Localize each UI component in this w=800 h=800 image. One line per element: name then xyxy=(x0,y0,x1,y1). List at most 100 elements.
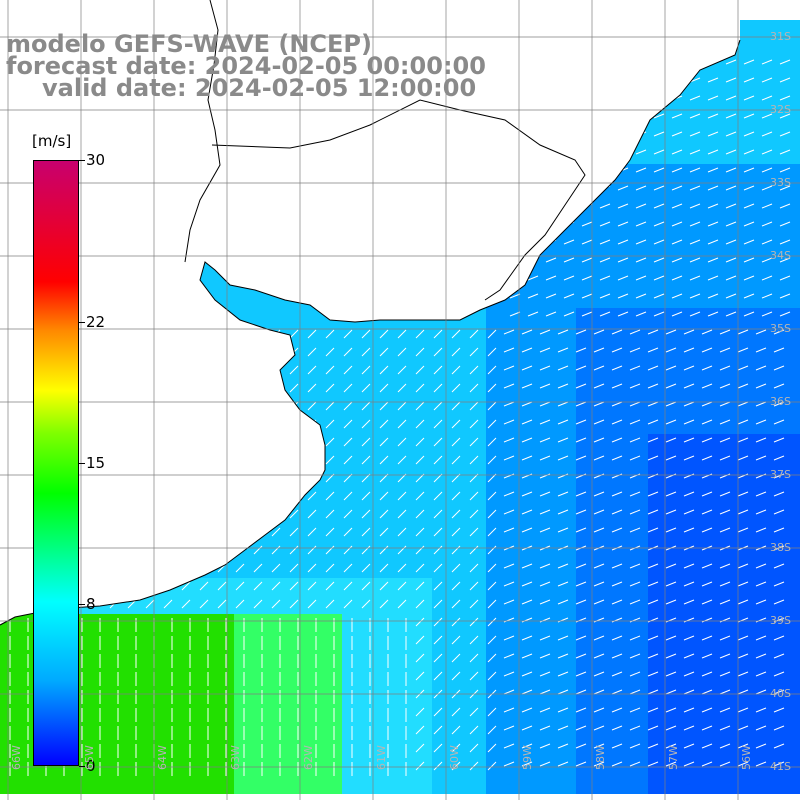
wind-arrow xyxy=(653,221,665,227)
wind-arrow xyxy=(779,293,791,299)
wind-arrow xyxy=(653,311,665,317)
model-title: modelo GEFS-WAVE (NCEP) xyxy=(6,30,372,58)
wind-arrow xyxy=(665,455,677,461)
wind-arrow xyxy=(773,689,785,695)
wind-arrow xyxy=(617,257,629,263)
wind-cell xyxy=(450,722,468,740)
wind-cell xyxy=(432,686,450,704)
wind-arrow xyxy=(761,293,773,299)
wind-arrow xyxy=(665,347,677,353)
wind-arrow xyxy=(737,527,749,533)
wind-arrow xyxy=(701,725,713,731)
wind-cell xyxy=(756,704,774,722)
wind-arrow xyxy=(755,635,767,641)
wind-arrow xyxy=(539,401,551,407)
wind-arrow xyxy=(521,383,533,389)
wind-arrow xyxy=(379,581,389,591)
wind-cell xyxy=(774,470,792,488)
wind-arrow xyxy=(611,635,623,641)
wind-arrow xyxy=(701,329,713,335)
wind-arrow xyxy=(235,599,245,609)
wind-arrow xyxy=(737,383,749,389)
wind-cell xyxy=(630,668,648,686)
wind-cell xyxy=(252,632,270,650)
wind-cell xyxy=(540,614,558,632)
wind-arrow xyxy=(451,743,461,753)
wind-arrow xyxy=(361,365,371,375)
wind-cell xyxy=(162,776,180,794)
wind-arrow xyxy=(725,59,737,65)
wind-cell xyxy=(684,470,702,488)
wind-cell xyxy=(774,56,792,74)
wind-arrow xyxy=(755,707,767,713)
wind-arrow xyxy=(629,527,641,533)
wind-cell xyxy=(450,470,468,488)
wind-cell xyxy=(558,542,576,560)
wind-arrow xyxy=(743,275,755,281)
wind-cell xyxy=(738,182,756,200)
wind-arrow xyxy=(689,221,701,227)
wind-cell xyxy=(720,146,738,164)
wind-arrow xyxy=(689,131,701,137)
wind-cell xyxy=(306,596,324,614)
wind-cell xyxy=(792,740,800,758)
wind-arrow xyxy=(665,509,677,515)
wind-arrow xyxy=(755,509,767,515)
wind-arrow xyxy=(773,365,785,371)
wind-cell xyxy=(666,308,684,326)
wind-cell xyxy=(450,362,468,380)
wind-arrow xyxy=(563,257,575,263)
wind-arrow xyxy=(415,329,425,339)
wind-cell xyxy=(396,686,414,704)
wind-cell xyxy=(558,452,576,470)
wind-cell xyxy=(774,344,792,362)
wind-arrow xyxy=(343,329,353,339)
wind-arrow xyxy=(701,707,713,713)
wind-arrow xyxy=(539,419,551,425)
wind-arrow xyxy=(671,203,683,209)
wind-cell xyxy=(288,632,306,650)
wind-cell xyxy=(540,542,558,560)
wind-arrow xyxy=(575,527,587,533)
wind-cell xyxy=(270,668,288,686)
wind-cell xyxy=(720,470,738,488)
wind-cell xyxy=(306,560,324,578)
wind-arrow xyxy=(563,293,575,299)
wind-arrow xyxy=(521,509,533,515)
wind-cell xyxy=(522,668,540,686)
wind-arrow xyxy=(581,257,593,263)
wind-cell xyxy=(612,686,630,704)
wind-arrow xyxy=(469,563,479,573)
wind-cell xyxy=(144,632,162,650)
wind-cell xyxy=(612,650,630,668)
wind-cell xyxy=(450,650,468,668)
wind-arrow xyxy=(593,329,605,335)
wind-cell xyxy=(540,632,558,650)
wind-arrow xyxy=(397,383,407,393)
wind-arrow xyxy=(647,761,659,767)
wind-cell xyxy=(720,308,738,326)
wind-cell xyxy=(360,776,378,794)
wind-arrow xyxy=(575,347,587,353)
wind-cell xyxy=(792,182,800,200)
wind-arrow xyxy=(683,527,695,533)
wind-arrow xyxy=(737,365,749,371)
wind-cell xyxy=(432,470,450,488)
wind-arrow xyxy=(397,455,407,465)
wind-arrow xyxy=(343,563,353,573)
wind-arrow xyxy=(725,239,737,245)
wind-arrow xyxy=(521,401,533,407)
wind-arrow xyxy=(451,707,461,717)
wind-cell xyxy=(756,38,774,56)
wind-cell xyxy=(414,452,432,470)
wind-arrow xyxy=(469,617,479,627)
wind-arrow xyxy=(689,167,701,173)
wind-arrow xyxy=(599,239,611,245)
wind-arrow xyxy=(539,581,551,587)
wind-cell xyxy=(432,596,450,614)
wind-cell xyxy=(324,560,342,578)
wind-arrow xyxy=(755,761,767,767)
wind-cell xyxy=(324,434,342,452)
wind-arrow xyxy=(701,671,713,677)
wind-arrow xyxy=(397,599,407,609)
